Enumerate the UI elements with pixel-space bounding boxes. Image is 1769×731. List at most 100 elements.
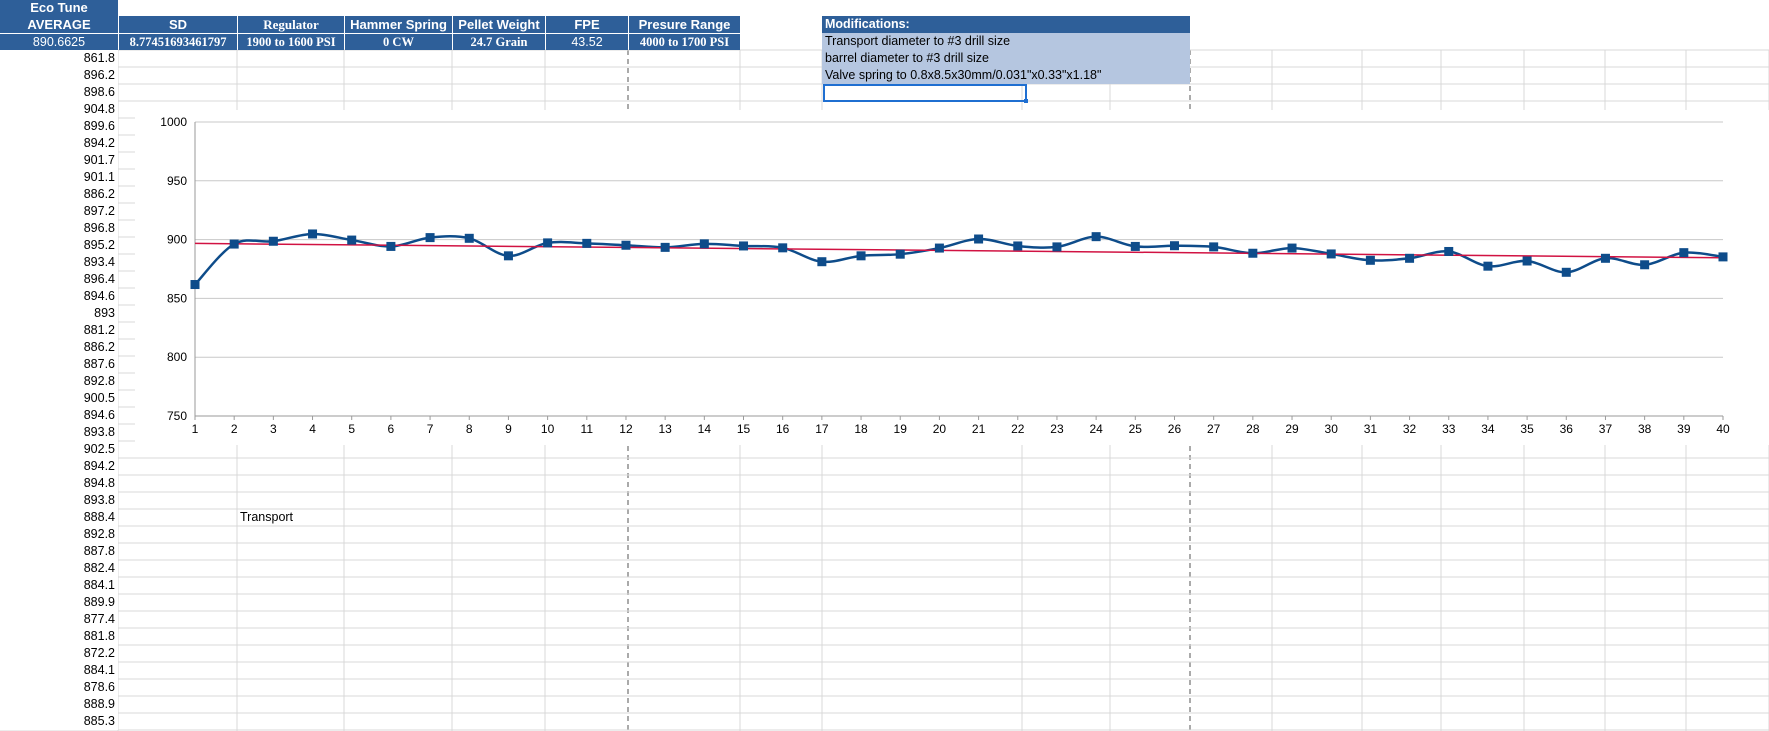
data-point-marker: [1365, 255, 1375, 265]
data-point-marker: [1169, 241, 1179, 251]
x-tick-label: 37: [1599, 422, 1613, 436]
data-point-marker: [856, 251, 866, 261]
header-fpe[interactable]: FPE: [546, 16, 628, 33]
x-tick-label: 5: [348, 422, 355, 436]
chart-background: [135, 110, 1769, 445]
data-point-marker: [1209, 242, 1219, 252]
header-sd[interactable]: SD: [119, 16, 237, 33]
data-point-marker: [386, 241, 396, 251]
column-a-cell[interactable]: 894.2: [0, 135, 118, 152]
header-average[interactable]: AVERAGE: [0, 16, 118, 33]
column-a-cell[interactable]: 894.6: [0, 288, 118, 305]
x-tick-label: 23: [1050, 422, 1064, 436]
modification-line-2[interactable]: barrel diameter to #3 drill size: [822, 50, 1190, 67]
data-point-marker: [739, 241, 749, 251]
data-point-marker: [543, 238, 553, 248]
x-tick-label: 21: [972, 422, 986, 436]
modification-line-1[interactable]: Transport diameter to #3 drill size: [822, 33, 1190, 50]
data-point-marker: [778, 243, 788, 253]
value-pellet-weight[interactable]: 24.7 Grain: [453, 34, 545, 50]
fill-handle[interactable]: [1024, 99, 1028, 103]
data-point-marker: [934, 243, 944, 253]
column-a-cell[interactable]: 896.8: [0, 220, 118, 237]
x-tick-label: 40: [1716, 422, 1730, 436]
x-tick-label: 26: [1168, 422, 1182, 436]
data-point-marker: [1130, 241, 1140, 251]
column-a-cell[interactable]: 886.2: [0, 339, 118, 356]
data-point-marker: [1326, 249, 1336, 259]
column-a-cell[interactable]: 895.2: [0, 237, 118, 254]
x-tick-label: 39: [1677, 422, 1691, 436]
data-point-marker: [1405, 253, 1415, 263]
y-tick-label: 1000: [160, 115, 187, 129]
value-presure-range[interactable]: 4000 to 1700 PSI: [629, 34, 740, 50]
data-point-marker: [582, 238, 592, 248]
column-a-cell[interactable]: 881.2: [0, 322, 118, 339]
data-point-marker: [974, 234, 984, 244]
column-a-cell[interactable]: 886.2: [0, 186, 118, 203]
column-a-cell[interactable]: 881.8: [0, 628, 118, 645]
column-a-cell[interactable]: 884.1: [0, 662, 118, 679]
column-a-cell[interactable]: 896.2: [0, 67, 118, 84]
x-tick-label: 10: [541, 422, 555, 436]
column-a-cell[interactable]: 893: [0, 305, 118, 322]
column-a-cell[interactable]: 888.9: [0, 696, 118, 713]
x-tick-label: 22: [1011, 422, 1025, 436]
value-sd[interactable]: 8.77451693461797: [119, 34, 237, 50]
column-a-cell[interactable]: 878.6: [0, 679, 118, 696]
column-a-cell[interactable]: 872.2: [0, 645, 118, 662]
column-a-cell[interactable]: 901.7: [0, 152, 118, 169]
modifications-title[interactable]: Modifications:: [822, 16, 1190, 33]
header-presure-range[interactable]: Presure Range: [629, 16, 740, 33]
column-a-cell[interactable]: 897.2: [0, 203, 118, 220]
value-regulator[interactable]: 1900 to 1600 PSI: [238, 34, 344, 50]
value-average[interactable]: 890.6625: [0, 34, 118, 50]
column-a-cell[interactable]: 885.3: [0, 713, 118, 730]
column-a-cell[interactable]: 888.4: [0, 509, 118, 526]
column-a-cell[interactable]: 887.8: [0, 543, 118, 560]
column-a-cell[interactable]: 882.4: [0, 560, 118, 577]
column-a-cell[interactable]: 902.5: [0, 441, 118, 458]
column-a-cell[interactable]: 893.4: [0, 254, 118, 271]
data-point-marker: [699, 239, 709, 249]
column-a-cell[interactable]: 884.1: [0, 577, 118, 594]
column-a-cell[interactable]: 894.2: [0, 458, 118, 475]
column-a-cell[interactable]: 887.6: [0, 356, 118, 373]
transport-note-cell[interactable]: Transport: [240, 510, 294, 524]
active-cell-selection[interactable]: [823, 84, 1027, 102]
column-a-cell[interactable]: 904.8: [0, 101, 118, 118]
x-tick-label: 7: [427, 422, 434, 436]
column-a-cell[interactable]: 861.8: [0, 50, 118, 67]
x-tick-label: 20: [933, 422, 947, 436]
header-regulator[interactable]: Regulator: [238, 16, 344, 33]
header-hammer-spring[interactable]: Hammer Spring: [345, 16, 452, 33]
column-a-cell[interactable]: 894.6: [0, 407, 118, 424]
x-tick-label: 6: [388, 422, 395, 436]
column-a-cell[interactable]: 901.1: [0, 169, 118, 186]
column-a-cell[interactable]: 889.9: [0, 594, 118, 611]
value-fpe[interactable]: 43.52: [546, 34, 628, 50]
title-cell[interactable]: Eco Tune: [0, 0, 118, 16]
x-tick-label: 28: [1246, 422, 1260, 436]
column-a-cell[interactable]: 899.6: [0, 118, 118, 135]
column-a-cell[interactable]: 892.8: [0, 526, 118, 543]
x-tick-label: 15: [737, 422, 751, 436]
column-a-cell[interactable]: 894.8: [0, 475, 118, 492]
column-a-cell[interactable]: 892.8: [0, 373, 118, 390]
column-a-cell[interactable]: 877.4: [0, 611, 118, 628]
series-line: [194, 232, 1724, 286]
x-tick-label: 14: [698, 422, 712, 436]
header-pellet-weight[interactable]: Pellet Weight: [453, 16, 545, 33]
column-a-cell[interactable]: 893.8: [0, 424, 118, 441]
column-a-cell[interactable]: 900.5: [0, 390, 118, 407]
value-hammer-spring[interactable]: 0 CW: [345, 34, 452, 50]
column-a-cell[interactable]: 898.6: [0, 84, 118, 101]
data-point-marker: [621, 240, 631, 250]
data-point-marker: [660, 242, 670, 252]
column-a-cell[interactable]: 893.8: [0, 492, 118, 509]
column-a-cell[interactable]: 896.4: [0, 271, 118, 288]
modification-line-3[interactable]: Valve spring to 0.8x8.5x30mm/0.031"x0.33…: [822, 67, 1190, 84]
x-tick-label: 29: [1285, 422, 1299, 436]
